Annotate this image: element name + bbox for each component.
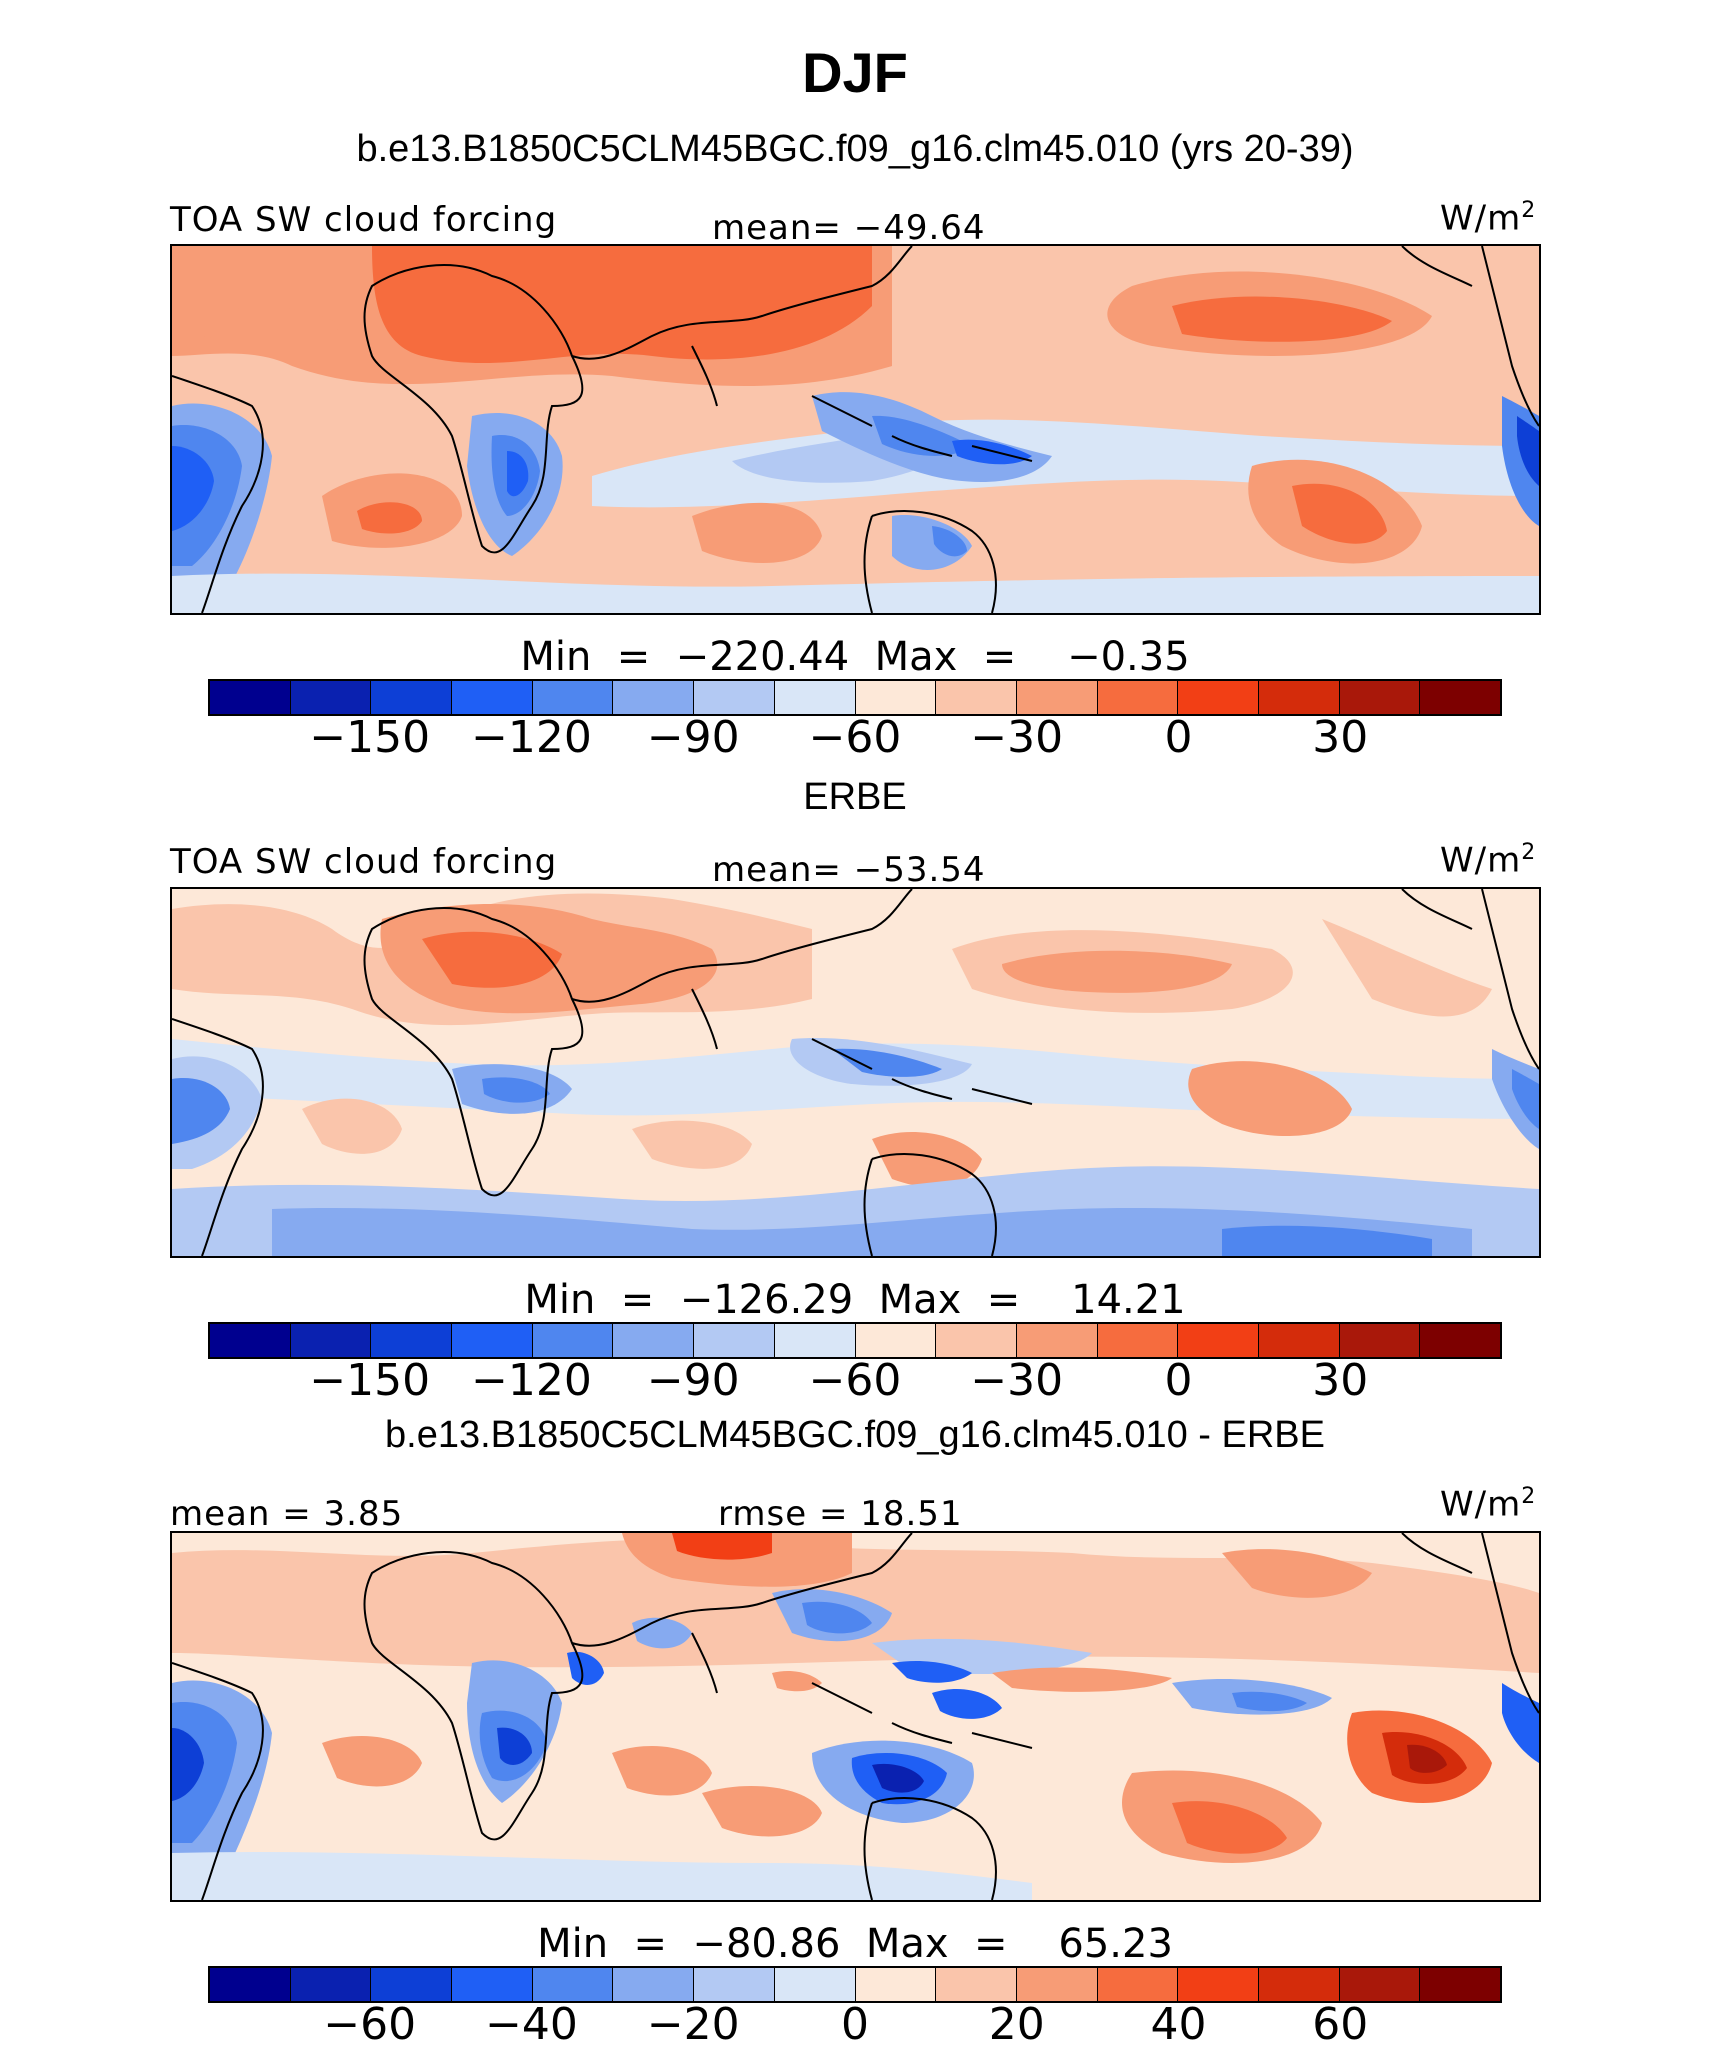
colorbar-swatch	[613, 1324, 695, 1357]
colorbar-swatch	[210, 681, 291, 714]
colorbar-swatch	[1258, 1324, 1340, 1357]
colorbar-swatch	[774, 681, 856, 714]
colorbar-tick: −90	[646, 712, 740, 763]
panel-2-mean-label: mean= −53.54	[712, 850, 986, 890]
colorbar-swatch	[1339, 1968, 1421, 2001]
colorbar-swatch	[613, 681, 695, 714]
colorbar-tick: −120	[471, 1355, 592, 1406]
colorbar-tick: 60	[1312, 1999, 1369, 2048]
panel-3-colorbar	[208, 1966, 1502, 2003]
colorbar-swatch	[1420, 1968, 1500, 2001]
colorbar-swatch	[452, 1324, 533, 1357]
panel-2-map	[170, 887, 1541, 1258]
colorbar-swatch	[774, 1968, 856, 2001]
colorbar-tick: −60	[323, 1999, 417, 2048]
colorbar-swatch	[1016, 1324, 1098, 1357]
panel-2-min-max: Min = −126.29 Max = 14.21	[524, 1277, 1186, 1323]
colorbar-swatch	[452, 1968, 533, 2001]
colorbar-swatch	[1258, 1968, 1340, 2001]
colorbar-tick: −90	[646, 1355, 740, 1406]
colorbar-tick: −30	[970, 1355, 1064, 1406]
colorbar-tick: −120	[471, 712, 592, 763]
colorbar-swatch	[613, 1968, 695, 2001]
colorbar-tick: 0	[1164, 1355, 1193, 1406]
colorbar-swatch	[1339, 681, 1421, 714]
colorbar-tick: 20	[988, 1999, 1045, 2048]
colorbar-swatch	[290, 1968, 372, 2001]
panel-2-colorbar	[208, 1322, 1502, 1359]
colorbar-swatch	[290, 1324, 372, 1357]
panel-3-rmse-label: rmse = 18.51	[718, 1494, 963, 1534]
colorbar-tick: 30	[1312, 712, 1369, 763]
colorbar-swatch	[936, 1324, 1017, 1357]
colorbar-swatch	[532, 1324, 614, 1357]
colorbar-tick: −30	[970, 712, 1064, 763]
colorbar-swatch	[1016, 681, 1098, 714]
colorbar-swatch	[855, 1968, 937, 2001]
panel-2-header: ERBE	[803, 776, 907, 818]
colorbar-swatch	[1097, 1968, 1179, 2001]
colorbar-tick: −40	[485, 1999, 578, 2048]
colorbar-swatch	[210, 1968, 291, 2001]
colorbar-swatch	[1339, 1324, 1421, 1357]
colorbar-tick: −150	[309, 1355, 431, 1406]
colorbar-swatch	[371, 1968, 453, 2001]
colorbar-swatch	[774, 1324, 856, 1357]
panel-3-map	[170, 1531, 1541, 1902]
colorbar-swatch	[1097, 681, 1179, 714]
colorbar-swatch	[371, 1324, 453, 1357]
colorbar-swatch	[936, 681, 1017, 714]
colorbar-swatch	[1178, 1324, 1259, 1357]
panel-2-colorbar-ticks: −150 −120 −90 −60 −30 0 30	[208, 1355, 1502, 1415]
colorbar-swatch	[1420, 681, 1500, 714]
colorbar-swatch	[532, 1968, 614, 2001]
panel-1-mean-label: mean= −49.64	[712, 208, 986, 248]
panel-3-units: W/m2	[1440, 1484, 1537, 1525]
panel-1-map	[170, 244, 1541, 615]
colorbar-tick: −60	[808, 712, 902, 763]
colorbar-swatch	[290, 681, 372, 714]
panel-3-min-max: Min = −80.86 Max = 65.23	[537, 1921, 1173, 1967]
colorbar-swatch	[210, 1324, 291, 1357]
colorbar-swatch	[694, 1968, 775, 2001]
colorbar-tick: 30	[1312, 1355, 1369, 1406]
colorbar-tick: 0	[1164, 712, 1193, 763]
colorbar-swatch	[936, 1968, 1017, 2001]
colorbar-tick: −60	[808, 1355, 902, 1406]
panel-1-units: W/m2	[1440, 198, 1537, 239]
panel-1-colorbar	[208, 679, 1502, 716]
panel-1-variable-label: TOA SW cloud forcing	[170, 200, 558, 240]
colorbar-swatch	[855, 1324, 937, 1357]
panel-2-units: W/m2	[1440, 840, 1537, 881]
panel-2-variable-label: TOA SW cloud forcing	[170, 842, 558, 882]
colorbar-swatch	[371, 681, 453, 714]
colorbar-tick: −150	[309, 712, 431, 763]
colorbar-swatch	[1258, 681, 1340, 714]
panel-3-colorbar-ticks: −60 −40 −20 0 20 40 60	[208, 1999, 1502, 2048]
colorbar-swatch	[1420, 1324, 1500, 1357]
panel-1-min-max: Min = −220.44 Max = −0.35	[520, 634, 1190, 680]
colorbar-tick: 40	[1150, 1999, 1207, 2048]
panel-1-header: b.e13.B1850C5CLM45BGC.f09_g16.clm45.010 …	[356, 128, 1354, 170]
panel-3-header: b.e13.B1850C5CLM45BGC.f09_g16.clm45.010 …	[385, 1414, 1325, 1456]
colorbar-swatch	[532, 681, 614, 714]
colorbar-swatch	[452, 681, 533, 714]
figure-title: DJF	[802, 41, 908, 104]
colorbar-swatch	[1178, 681, 1259, 714]
colorbar-swatch	[855, 681, 937, 714]
panel-1-colorbar-ticks: −150 −120 −90 −60 −30 0 30	[208, 712, 1502, 772]
colorbar-swatch	[694, 681, 775, 714]
colorbar-swatch	[1016, 1968, 1098, 2001]
colorbar-swatch	[694, 1324, 775, 1357]
panel-3-mean-label: mean = 3.85	[170, 1494, 404, 1534]
colorbar-tick: 0	[841, 1999, 869, 2048]
colorbar-swatch	[1097, 1324, 1179, 1357]
colorbar-swatch	[1178, 1968, 1259, 2001]
colorbar-tick: −20	[646, 1999, 740, 2048]
